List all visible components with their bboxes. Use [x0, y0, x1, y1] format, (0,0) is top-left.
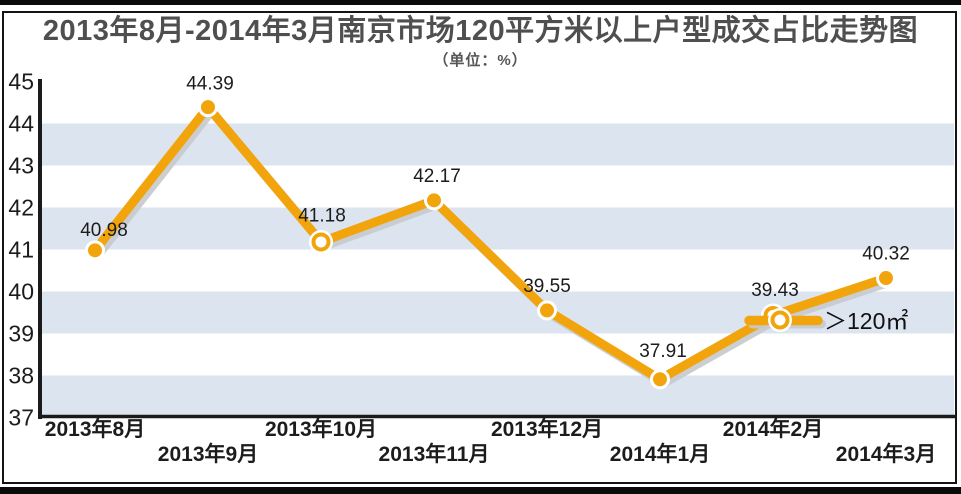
data-point-label: 41.18: [298, 205, 346, 226]
chart-unit-subtitle: （单位：%）: [433, 52, 528, 69]
grid-band: [42, 207, 954, 250]
data-point-marker: [85, 240, 105, 261]
y-axis-tick-label: 42: [8, 195, 34, 221]
chart-title: 2013年8月-2014年3月南京市场120平方米以上户型成交占比走势图: [42, 15, 919, 47]
legend-marker: [770, 310, 790, 330]
data-point-marker: [876, 268, 896, 289]
data-point-label: 40.32: [862, 244, 910, 265]
y-axis-tick-label: 41: [8, 237, 34, 263]
data-point-label: 39.43: [751, 280, 799, 301]
data-point-marker: [537, 300, 557, 321]
data-point-marker: [198, 97, 218, 118]
data-point-label: 37.91: [639, 341, 687, 362]
x-axis-tick-label: 2013年10月: [265, 417, 377, 441]
bottom-border-bar: [0, 487, 961, 494]
x-axis-tick-label: 2014年2月: [723, 417, 823, 441]
data-point-label: 39.55: [523, 276, 571, 297]
x-axis-tick-label: 2014年1月: [610, 442, 710, 466]
data-point-label: 44.39: [186, 74, 234, 95]
legend-label: ＞120㎡: [824, 308, 908, 334]
y-axis-tick-label: 40: [8, 279, 34, 305]
data-point-marker: [424, 190, 444, 211]
x-axis-tick-label: 2013年9月: [158, 442, 258, 466]
data-point-label: 42.17: [413, 166, 461, 187]
y-axis-tick-label: 44: [8, 111, 34, 137]
x-axis-tick-label: 2013年8月: [45, 417, 145, 441]
y-axis-tick-label: 39: [8, 321, 34, 347]
y-axis-tick-label: 38: [8, 363, 34, 389]
y-axis-tick-label: 37: [8, 405, 34, 431]
x-axis-tick-label: 2014年3月: [836, 442, 936, 466]
outer-frame: [2, 11, 957, 484]
x-axis-tick-label: 2013年12月: [491, 417, 603, 441]
top-border-bar: [0, 0, 961, 5]
data-point-label: 40.98: [80, 220, 128, 241]
x-axis-tick-label: 2013年11月: [379, 442, 490, 466]
y-axis-tick-label: 45: [8, 69, 34, 95]
data-point-marker: [650, 369, 670, 390]
data-point-marker: [311, 232, 331, 252]
grid-band: [42, 375, 954, 418]
y-axis-tick-label: 43: [8, 153, 34, 179]
